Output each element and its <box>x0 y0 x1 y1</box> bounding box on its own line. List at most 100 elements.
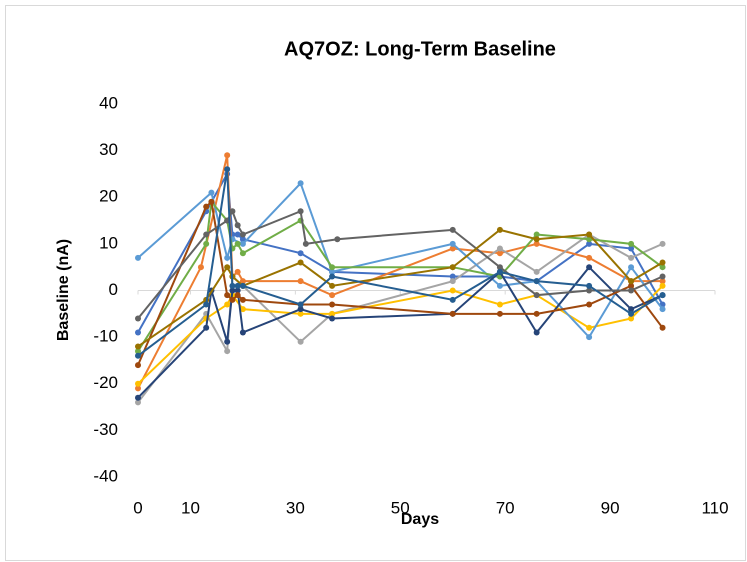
data-point <box>628 287 635 294</box>
data-point <box>586 240 593 247</box>
data-point <box>334 236 341 243</box>
y-axis-label: Baseline (nA) <box>55 239 72 341</box>
data-point <box>224 254 231 261</box>
data-point <box>239 278 246 285</box>
data-point <box>533 278 540 285</box>
data-point <box>297 208 304 215</box>
y-tick-label: -20 <box>93 373 118 392</box>
data-point <box>449 264 456 271</box>
data-point <box>329 292 336 299</box>
data-point <box>302 240 309 247</box>
data-point <box>135 380 141 387</box>
data-point <box>628 245 635 252</box>
data-point <box>329 301 336 308</box>
data-point <box>203 203 210 210</box>
data-point <box>496 268 503 275</box>
x-tick-label: 90 <box>601 498 620 517</box>
data-point <box>239 231 246 238</box>
data-point <box>628 254 635 261</box>
data-point <box>533 240 540 247</box>
y-tick-label: 30 <box>99 140 118 159</box>
data-point <box>239 250 246 257</box>
data-point <box>203 231 210 238</box>
data-point <box>659 282 666 289</box>
data-point <box>234 292 241 299</box>
y-tick-label: 10 <box>99 233 118 252</box>
data-point <box>229 287 236 294</box>
data-point <box>449 273 456 280</box>
data-point <box>197 264 204 271</box>
data-point <box>659 259 666 266</box>
data-point <box>329 282 336 289</box>
data-point <box>449 226 456 233</box>
data-point <box>239 296 246 303</box>
x-axis-label: Days <box>401 511 439 528</box>
data-point <box>329 268 336 275</box>
data-point <box>659 240 666 247</box>
data-point <box>586 231 593 238</box>
data-point <box>234 268 241 275</box>
data-point <box>224 152 231 159</box>
data-point <box>449 296 456 303</box>
data-point <box>203 240 210 247</box>
data-point <box>449 245 456 252</box>
data-point <box>135 254 141 261</box>
data-point <box>135 315 141 322</box>
data-point <box>239 329 246 336</box>
data-point <box>496 250 503 257</box>
y-tick-label: -30 <box>93 420 118 439</box>
data-point <box>239 236 246 243</box>
y-tick-label: -10 <box>93 327 118 346</box>
x-tick-label: 110 <box>701 498 728 517</box>
data-point <box>208 198 215 205</box>
data-point <box>586 282 593 289</box>
data-point <box>203 324 210 331</box>
data-point <box>533 329 540 336</box>
data-point <box>224 338 231 345</box>
data-point <box>329 264 336 271</box>
data-point <box>239 282 246 289</box>
data-point <box>659 273 666 280</box>
data-point <box>297 259 304 266</box>
data-point <box>496 310 503 317</box>
data-point <box>234 240 241 247</box>
data-point <box>659 278 666 285</box>
x-tick-label: 50 <box>391 498 410 517</box>
data-point <box>628 282 635 289</box>
data-point <box>234 282 241 289</box>
data-point <box>586 287 593 294</box>
x-tick-label: 10 <box>181 498 200 517</box>
x-tick-label: 70 <box>496 498 515 517</box>
data-point <box>628 315 635 322</box>
data-point <box>449 287 456 294</box>
data-point <box>533 310 540 317</box>
data-point <box>586 254 593 261</box>
data-point <box>628 264 635 271</box>
data-point <box>229 282 236 289</box>
data-point <box>229 296 236 303</box>
data-point <box>297 250 304 257</box>
data-point <box>449 240 456 247</box>
data-point <box>586 264 593 271</box>
y-tick-label: -40 <box>93 466 118 485</box>
data-point <box>449 278 456 285</box>
y-tick-label: 20 <box>99 187 118 206</box>
data-point <box>496 301 503 308</box>
data-point <box>496 264 503 271</box>
data-point <box>329 315 336 322</box>
data-point <box>533 231 540 238</box>
data-point <box>135 362 141 369</box>
y-tick-label: 40 <box>99 93 118 112</box>
data-point <box>224 301 231 308</box>
data-point <box>586 334 593 341</box>
data-point <box>224 292 231 299</box>
data-point <box>203 301 210 308</box>
data-point <box>586 324 593 331</box>
data-point <box>297 338 304 345</box>
data-point <box>229 208 236 215</box>
chart-title: AQ7OZ: Long-Term Baseline <box>284 38 556 60</box>
data-point <box>496 226 503 233</box>
data-point <box>239 306 246 313</box>
data-point <box>135 329 141 336</box>
